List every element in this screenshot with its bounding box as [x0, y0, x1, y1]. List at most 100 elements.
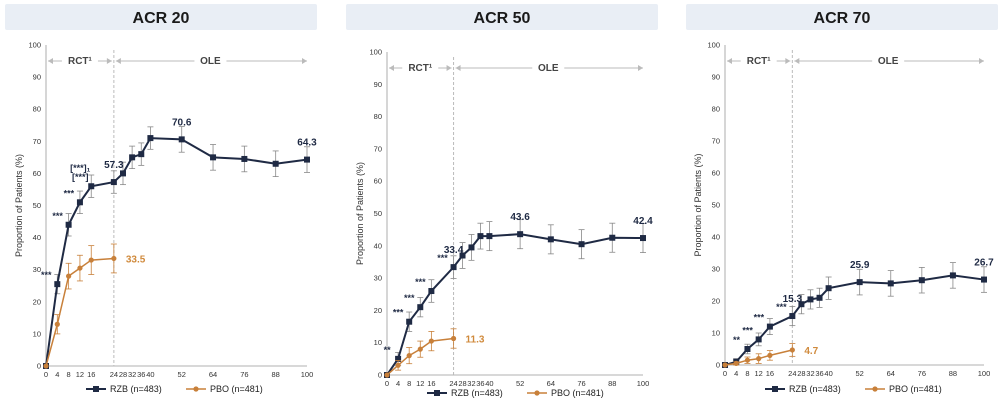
- x-tick-label: 24: [449, 379, 457, 388]
- significance-mark: ***: [41, 270, 52, 280]
- significance-mark: ***: [437, 253, 448, 263]
- data-point: [119, 170, 126, 177]
- x-tick-label: 52: [516, 379, 524, 388]
- bracket-arrowhead: [389, 65, 394, 71]
- data-label: 64.3: [297, 138, 317, 149]
- x-tick-label: 28: [797, 369, 805, 378]
- rct-label-bg: [61, 53, 98, 67]
- data-point: [825, 285, 832, 292]
- x-tick-label: 32: [128, 370, 136, 379]
- y-tick-label: 30: [712, 265, 720, 274]
- data-point: [395, 362, 401, 368]
- x-tick-label: 28: [458, 379, 466, 388]
- data-point: [981, 276, 987, 283]
- data-point: [428, 338, 434, 344]
- significance-mark: ***: [64, 188, 75, 198]
- data-point: [733, 360, 739, 366]
- x-tick-label: 8: [745, 369, 749, 378]
- y-tick-label: 100: [707, 41, 720, 50]
- x-tick-label: 40: [146, 370, 154, 379]
- significance-mark: [***]: [72, 172, 89, 182]
- data-point: [486, 233, 493, 240]
- data-point: [406, 318, 413, 325]
- data-point: [178, 136, 185, 143]
- y-tick-label: 30: [33, 265, 41, 274]
- data-label: 26.7: [974, 258, 994, 269]
- legend-marker: [534, 390, 540, 396]
- data-point: [88, 257, 94, 263]
- series-line: [45, 257, 114, 367]
- series-line: [386, 233, 644, 376]
- data-label: 4.7: [804, 346, 818, 357]
- data-label: 11.3: [466, 335, 485, 346]
- significance-mark: ***: [404, 293, 415, 303]
- x-tick-label: 12: [754, 369, 762, 378]
- data-point: [272, 160, 279, 167]
- y-tick-label: 0: [37, 362, 41, 371]
- x-tick-label: 8: [67, 370, 71, 379]
- y-tick-label: 60: [33, 169, 41, 178]
- data-point: [918, 277, 925, 284]
- data-point: [767, 352, 773, 358]
- legend-label: PBO (n=481): [551, 388, 604, 398]
- data-point: [856, 279, 863, 286]
- ole-label: OLE: [200, 56, 221, 67]
- y-tick-label: 20: [374, 306, 382, 315]
- data-point: [722, 362, 728, 368]
- x-tick-label: 88: [608, 379, 616, 388]
- panel-title-bar: [5, 4, 317, 30]
- x-tick-label: 16: [766, 369, 774, 378]
- x-tick-label: 4: [396, 379, 400, 388]
- data-label: 33.4: [444, 245, 464, 256]
- panel-title: ACR 70: [814, 10, 871, 27]
- bracket-arrowhead: [455, 65, 461, 71]
- x-tick-label: 64: [887, 369, 895, 378]
- legend: RZB (n=483) PBO (n=481): [427, 388, 604, 398]
- x-tick-label: 12: [416, 379, 424, 388]
- panel-title-bar: [346, 4, 658, 30]
- data-label: 43.6: [510, 212, 530, 223]
- y-tick-label: 40: [33, 233, 41, 242]
- x-tick-label: 4: [55, 370, 59, 379]
- x-tick-label: 88: [272, 370, 280, 379]
- data-point: [65, 221, 72, 228]
- x-tick-label: 32: [467, 379, 475, 388]
- data-point: [640, 235, 646, 242]
- data-point: [384, 372, 390, 378]
- data-point: [77, 265, 83, 271]
- x-tick-label: 36: [137, 370, 145, 379]
- ole-label-bg: [532, 60, 565, 74]
- data-point: [129, 154, 136, 161]
- data-point: [147, 135, 154, 142]
- rzb-series: [384, 219, 646, 378]
- pbo-series: [43, 243, 117, 369]
- y-tick-label: 10: [712, 329, 720, 338]
- data-point: [887, 280, 894, 287]
- significance-mark: ***: [776, 302, 787, 312]
- y-tick-label: 80: [374, 112, 382, 121]
- bracket-arrowhead: [785, 58, 791, 64]
- data-point: [428, 288, 435, 295]
- data-point: [547, 236, 554, 243]
- y-tick-label: 80: [33, 105, 41, 114]
- significance-mark: ***: [393, 308, 404, 318]
- data-point: [744, 357, 751, 363]
- ole-label-bg: [872, 53, 905, 67]
- y-tick-label: 60: [712, 169, 720, 178]
- data-point: [43, 363, 49, 369]
- legend-label: RZB (n=483): [789, 384, 841, 394]
- x-tick-label: 52: [178, 370, 186, 379]
- data-point: [395, 355, 402, 362]
- data-label: 57.3: [104, 160, 124, 171]
- bracket-arrowhead: [638, 65, 643, 71]
- bracket-arrowhead: [979, 58, 984, 64]
- x-tick-label: 36: [815, 369, 823, 378]
- bracket-arrowhead: [48, 58, 53, 64]
- legend: RZB (n=483) PBO (n=481): [765, 384, 942, 394]
- x-tick-label: 0: [44, 370, 48, 379]
- panel-title: ACR 20: [133, 10, 190, 27]
- data-point: [88, 183, 95, 190]
